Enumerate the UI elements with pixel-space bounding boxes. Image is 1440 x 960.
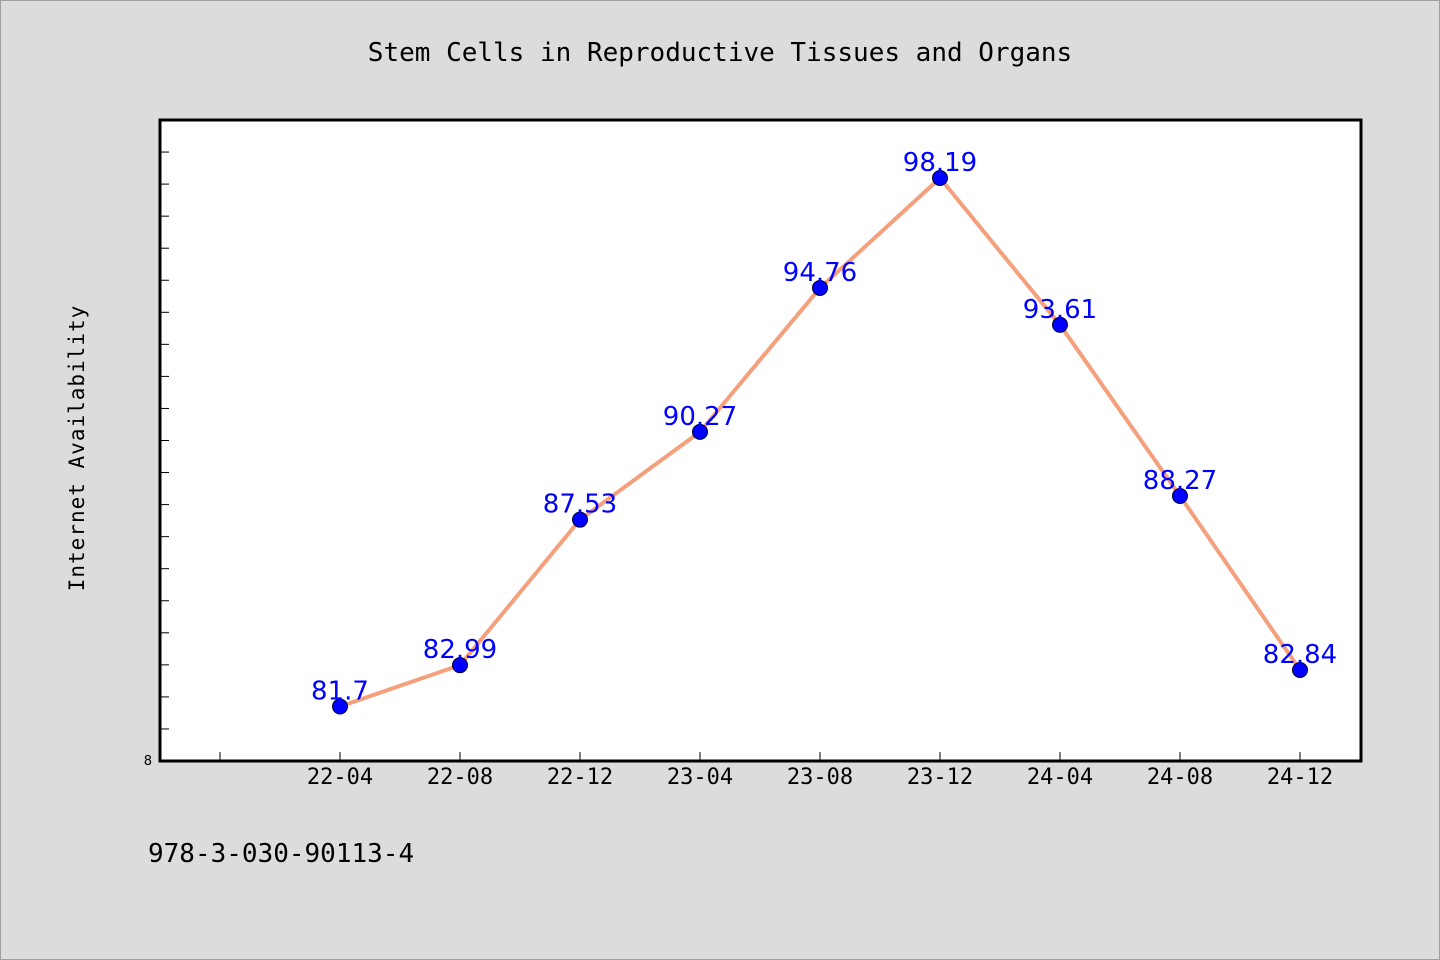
y-tick-label: 8 <box>144 754 152 769</box>
x-tick-label: 22-04 <box>307 765 373 790</box>
footer-isbn: 978-3-030-90113-4 <box>148 839 414 869</box>
x-tick-label: 22-08 <box>427 765 493 790</box>
x-tick-label: 24-04 <box>1027 765 1093 790</box>
data-label: 98.19 <box>903 148 977 178</box>
data-label: 82.99 <box>423 635 497 665</box>
x-tick-label: 23-04 <box>667 765 733 790</box>
data-point <box>812 279 828 296</box>
data-label: 81.7 <box>311 677 369 707</box>
data-label: 82.84 <box>1263 640 1337 670</box>
data-label: 94.76 <box>783 258 857 288</box>
data-point <box>932 170 948 187</box>
x-tick-label: 22-12 <box>547 765 613 790</box>
x-tick-label: 23-12 <box>907 765 973 790</box>
x-tick-label: 24-12 <box>1267 765 1333 790</box>
x-axis-ticks: 22-04 22-08 22-12 23-04 23-08 23-12 24-04 24-08… <box>219 752 1333 790</box>
chart-title: Stem Cells in Reproductive Tissues and O… <box>368 38 1072 68</box>
data-label: 88.27 <box>1143 466 1217 496</box>
data-point <box>1052 316 1068 333</box>
x-tick-label: 24-08 <box>1147 765 1213 790</box>
data-point <box>1292 661 1308 678</box>
x-tick-label: 23-08 <box>787 765 853 790</box>
data-label: 87.53 <box>543 490 617 520</box>
plot-area <box>158 118 1363 763</box>
data-point <box>572 511 588 528</box>
data-markers <box>332 170 1308 715</box>
data-point <box>452 657 468 674</box>
data-labels: 81.7 82.99 87.53 90.27 94.76 98.19 93.61 88.27 8… <box>311 148 1337 707</box>
data-point <box>1172 487 1188 504</box>
data-point <box>332 698 348 715</box>
data-label: 90.27 <box>663 402 737 432</box>
y-axis-label: Internet Availability <box>65 305 89 592</box>
y-axis-ticks <box>160 151 169 730</box>
data-label: 93.61 <box>1023 295 1097 325</box>
data-point <box>692 423 708 440</box>
